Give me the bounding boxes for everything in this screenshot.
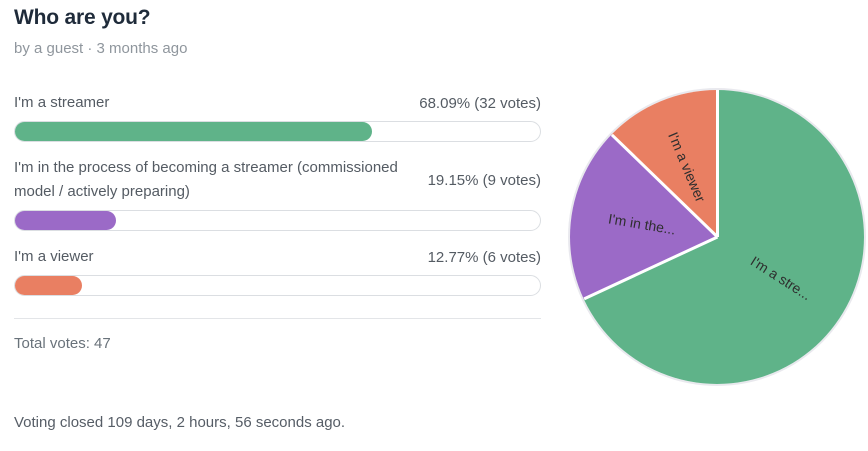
option-percent: 68.09% (32 votes) (419, 94, 541, 112)
pie-slice-label-streamer: I'm a stre... (747, 252, 815, 304)
pie-slice-divider (583, 235, 718, 301)
option-percent: 12.77% (6 votes) (427, 248, 541, 266)
pie-slice-label-becoming-streamer: I'm in the... (607, 210, 677, 238)
pie-chart: I'm a stre... I'm in the... I'm a viewer (570, 90, 864, 384)
option-percent: 19.15% (9 votes) (427, 171, 541, 189)
poll-options-list: I'm a streamer 68.09% (32 votes) I'm in … (14, 91, 541, 296)
option-row: I'm a streamer 68.09% (32 votes) (14, 91, 541, 115)
total-votes: Total votes: 47 (14, 335, 111, 352)
poll-title: Who are you? (14, 6, 151, 29)
vote-bar-fill (15, 276, 83, 295)
poll-option-streamer: I'm a streamer 68.09% (32 votes) (14, 91, 541, 142)
vote-bar-track (14, 210, 541, 231)
vote-bar-track (14, 121, 541, 142)
vote-bar-fill (15, 211, 116, 230)
poll-results-panel: Who are you? by a guest · 3 months ago I… (14, 6, 541, 431)
poll-option-becoming-streamer: I'm in the process of becoming a streame… (14, 156, 541, 231)
voting-closed-text: Voting closed 109 days, 2 hours, 56 seco… (14, 414, 346, 431)
option-row: I'm in the process of becoming a streame… (14, 156, 541, 204)
poll-byline: by a guest · 3 months ago (14, 40, 188, 57)
option-label: I'm a streamer (14, 94, 110, 111)
option-row: I'm a viewer 12.77% (6 votes) (14, 245, 541, 269)
divider (14, 318, 541, 319)
option-label: I'm a viewer (14, 248, 94, 265)
option-label: I'm in the process of becoming a streame… (14, 159, 398, 200)
vote-bar-track (14, 275, 541, 296)
pie-slice-divider (715, 90, 719, 237)
poll-option-viewer: I'm a viewer 12.77% (6 votes) (14, 245, 541, 296)
vote-bar-fill (15, 122, 373, 141)
